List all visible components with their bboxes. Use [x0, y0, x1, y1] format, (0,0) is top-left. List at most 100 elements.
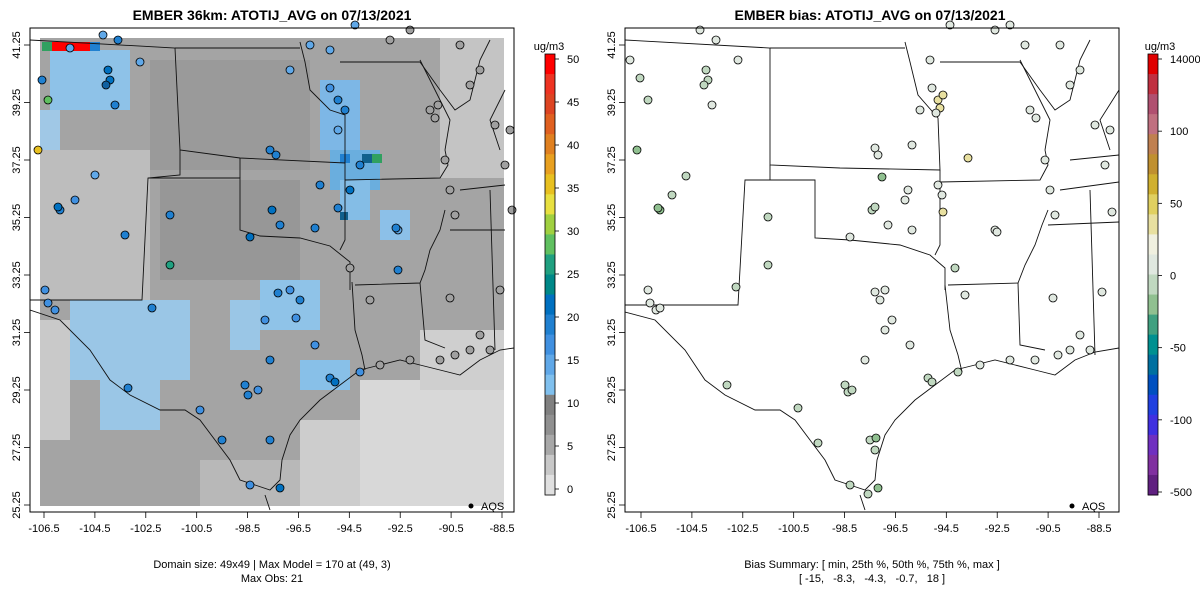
left-aqs-legend-label: AQS [481, 501, 504, 513]
y-tick-label: 25.25 [606, 491, 618, 519]
colorbar-swatch [545, 454, 555, 476]
y-tick-label: 29.25 [11, 376, 23, 404]
colorbar-swatch [545, 474, 555, 496]
colorbar-swatch [1148, 174, 1158, 195]
x-tick-label: -100.5 [181, 523, 212, 535]
colorbar-swatch [545, 354, 555, 376]
right-state-boundaries [625, 28, 1119, 512]
colorbar-swatch [545, 114, 555, 135]
colorbar-swatch [1148, 294, 1158, 316]
right-aqs-legend-label: AQS [1082, 501, 1105, 513]
colorbar-swatch [545, 274, 555, 296]
y-tick-label: 35.25 [11, 204, 23, 232]
colorbar-swatch [545, 54, 555, 75]
colorbar-swatch [545, 94, 555, 115]
colorbar-swatch [1148, 414, 1158, 436]
colorbar-swatch [1148, 474, 1158, 496]
colorbar-tick-label: 50 [1170, 198, 1182, 210]
colorbar-swatch [1148, 354, 1158, 376]
colorbar-tick-label: 45 [567, 97, 579, 109]
y-tick-label: 29.25 [606, 376, 618, 404]
y-tick-label: 33.25 [606, 261, 618, 289]
colorbar-swatch [545, 234, 555, 255]
x-tick-label: -90.5 [439, 523, 464, 535]
colorbar-tick-label: 35 [567, 183, 579, 195]
left-colorbar-unit: ug/m3 [534, 41, 565, 53]
x-tick-label: -96.5 [286, 523, 311, 535]
right-aqs-legend-dot [1069, 503, 1075, 509]
left-state-boundaries [30, 39, 514, 511]
colorbar-tick-label: 5 [567, 441, 573, 453]
x-tick-label: -96.5 [883, 523, 908, 535]
right-map-panel: EMBER bias: ATOTIJ_AVG on 07/13/2021 [606, 7, 1200, 585]
y-tick-label: 35.25 [606, 204, 618, 232]
colorbar-tick-label: 25 [567, 269, 579, 281]
left-x-axis: -106.5 -104.5 -102.5 -100.5 -98.5 -96.5 -94.5 -… [28, 512, 515, 535]
left-y-axis: 41.25 39.25 37.25 35.25 33.25 31.25 29.25 27.25… [11, 31, 30, 519]
colorbar-swatch [1148, 94, 1158, 115]
left-title: EMBER 36km: ATOTIJ_AVG on 07/13/2021 [133, 7, 412, 23]
x-tick-label: -88.5 [489, 523, 514, 535]
colorbar-swatch [1148, 254, 1158, 275]
colorbar-swatch [1148, 454, 1158, 476]
x-tick-label: -102.5 [130, 523, 161, 535]
y-tick-label: 31.25 [606, 319, 618, 347]
colorbar-swatch [545, 134, 555, 155]
colorbar-swatch [545, 394, 555, 416]
colorbar-swatch [1148, 334, 1158, 356]
colorbar-swatch [1148, 214, 1158, 235]
colorbar-tick-label: 10 [567, 398, 579, 410]
colorbar-tick-label: 0 [567, 484, 573, 496]
colorbar-swatch [1148, 114, 1158, 135]
colorbar-swatch [1148, 54, 1158, 75]
colorbar-swatch [545, 214, 555, 235]
left-aqs-legend-dot [468, 503, 474, 509]
right-title: EMBER bias: ATOTIJ_AVG on 07/13/2021 [734, 7, 1005, 23]
right-obs-points [625, 20, 1117, 499]
colorbar-tick-label: 30 [567, 226, 579, 238]
y-tick-label: 27.25 [11, 434, 23, 462]
left-footer-domain: Domain size: 49x49 | Max Model = 170 at … [153, 559, 390, 571]
y-tick-label: 41.25 [606, 31, 618, 59]
x-tick-label: -98.5 [832, 523, 857, 535]
colorbar-swatch [545, 294, 555, 316]
colorbar-swatch [1148, 74, 1158, 95]
right-footer-bias-header: Bias Summary: [ min, 25th %, 50th %, 75t… [744, 559, 1000, 571]
colorbar-swatch [545, 154, 555, 175]
colorbar-swatch [545, 434, 555, 456]
x-tick-label: -100.5 [778, 523, 809, 535]
right-y-axis: 41.25 39.25 37.25 35.25 33.25 31.25 29.25 27.25… [606, 31, 625, 519]
y-tick-label: 25.25 [11, 491, 23, 519]
colorbar-swatch [545, 254, 555, 275]
left-footer-maxobs: Max Obs: 21 [241, 573, 303, 585]
x-tick-label: -88.5 [1086, 523, 1111, 535]
x-tick-label: -94.5 [337, 523, 362, 535]
colorbar-tick-label: -100 [1170, 415, 1192, 427]
colorbar-swatch [545, 74, 555, 95]
colorbar-swatch [1148, 274, 1158, 296]
right-x-axis: -106.5 -104.5 -102.5 -100.5 -98.5 -96.5 -94.5 -… [625, 512, 1112, 535]
colorbar-tick-label: 14000 [1170, 54, 1200, 66]
y-tick-label: 33.25 [11, 261, 23, 289]
y-tick-label: 37.25 [11, 146, 23, 174]
x-tick-label: -104.5 [676, 523, 707, 535]
colorbar-tick-label: 50 [567, 54, 579, 66]
x-tick-label: -94.5 [934, 523, 959, 535]
colorbar-swatch [1148, 374, 1158, 396]
right-footer-bias-values: [ -15, -8.3, -4.3, -0.7, 18 ] [799, 573, 945, 585]
right-colorbar: ug/m3 14000 100 50 0 -50 -100 -500 [1145, 41, 1200, 499]
colorbar-swatch [545, 314, 555, 336]
colorbar-tick-label: 20 [567, 312, 579, 324]
colorbar-swatch [545, 414, 555, 436]
x-tick-label: -106.5 [28, 523, 59, 535]
colorbar-swatch [545, 334, 555, 356]
colorbar-swatch [1148, 194, 1158, 215]
colorbar-swatch [545, 374, 555, 396]
y-tick-label: 41.25 [11, 31, 23, 59]
left-map-frame [29, 27, 515, 513]
colorbar-swatch [1148, 434, 1158, 456]
colorbar-swatch [545, 174, 555, 195]
y-tick-label: 31.25 [11, 319, 23, 347]
